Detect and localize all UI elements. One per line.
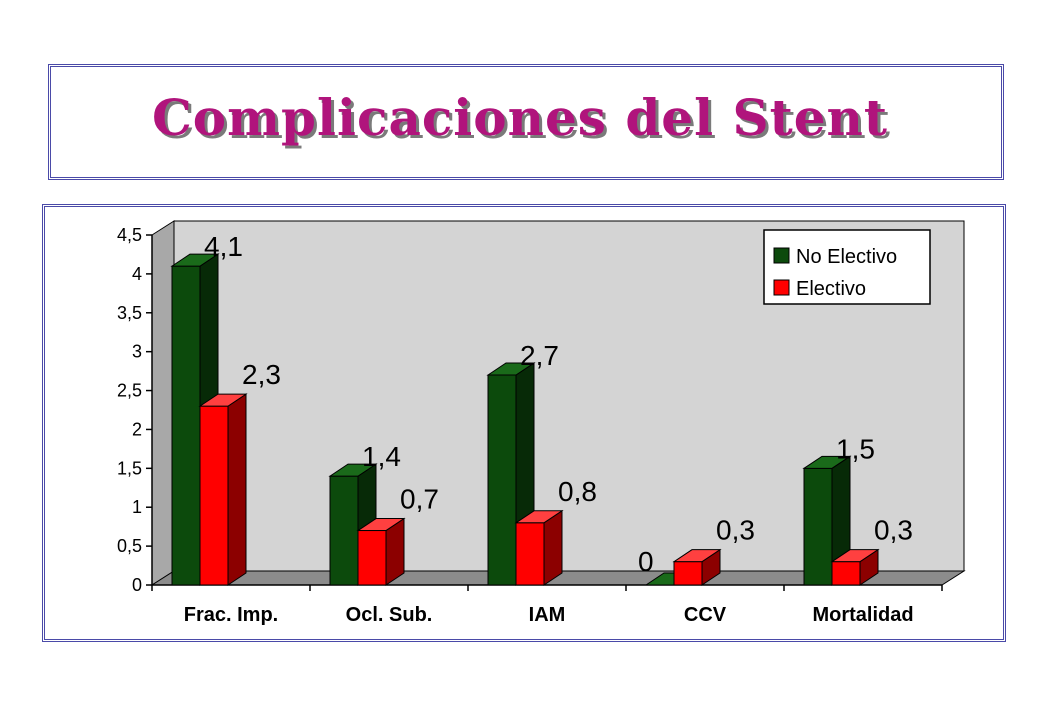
data-label: 0,3 (716, 515, 755, 546)
bar-top (198, 393, 248, 407)
bar-top (514, 510, 564, 524)
y-tick-label: 4,5 (117, 225, 142, 245)
x-tick-label: IAM (529, 604, 566, 626)
y-tick-label: 1 (132, 497, 142, 517)
bar-front (199, 405, 229, 586)
bar (672, 548, 722, 586)
bar-front (487, 374, 517, 586)
data-label: 0,8 (558, 476, 597, 507)
y-tick-label: 2,5 (117, 381, 142, 401)
bar-top (486, 362, 536, 376)
legend: No Electivo Electivo (763, 229, 931, 305)
bar-top (356, 518, 406, 532)
bar-side (543, 509, 563, 586)
y-tick-label: 0 (132, 575, 142, 595)
data-label: 1,4 (362, 441, 401, 472)
data-label: 1,5 (836, 433, 875, 464)
y-tick-label: 3 (132, 342, 142, 362)
x-tick-label: Ocl. Sub. (346, 604, 433, 626)
data-label: 2,3 (242, 359, 281, 390)
bar-front (171, 265, 201, 586)
data-label: 4,1 (204, 231, 243, 262)
bar-front (515, 522, 545, 586)
y-tick-label: 4 (132, 264, 142, 284)
bar-front (673, 561, 703, 586)
data-label: 2,7 (520, 340, 559, 371)
y-tick-label: 1,5 (117, 458, 142, 478)
bar-side (227, 393, 247, 586)
legend-swatch (773, 279, 790, 296)
legend-label: No Electivo (796, 246, 897, 268)
bar (830, 548, 880, 586)
data-label: 0,7 (400, 484, 439, 515)
bar-top (802, 455, 852, 469)
y-tick-label: 0,5 (117, 536, 142, 556)
bar (198, 393, 248, 586)
y-tick-label: 2 (132, 419, 142, 439)
bar (514, 509, 564, 586)
data-label: 0 (638, 546, 654, 577)
bar (356, 517, 406, 586)
bar-top (830, 549, 880, 563)
data-label: 0,3 (874, 515, 913, 546)
side-wall (151, 220, 175, 586)
page-title: Complicaciones del Stent (152, 88, 888, 147)
y-axis: 0 0,5 1 1,5 2 2,5 3 3,5 4 4,5 (117, 225, 153, 595)
legend-label: Electivo (796, 278, 866, 300)
x-tick-label: CCV (684, 604, 727, 626)
x-tick-label: Mortalidad (812, 604, 913, 626)
bar-top (672, 549, 722, 563)
x-tick-label: Frac. Imp. (184, 604, 278, 626)
title-box (48, 64, 1004, 180)
x-axis: Frac. Imp. Ocl. Sub. IAM CCV Mortalidad (151, 584, 943, 626)
legend-box (763, 229, 931, 305)
bar-front (357, 530, 387, 586)
y-tick-label: 3,5 (117, 303, 142, 323)
bar-front (329, 475, 359, 586)
bar-front (831, 561, 861, 586)
data-labels: 4,1 2,3 1,4 0,7 2,7 0,8 0 0,3 1,5 0,3 (204, 231, 913, 577)
bar-top (170, 253, 220, 267)
bars (170, 253, 880, 586)
bar-front (803, 467, 833, 586)
bar-top (328, 463, 378, 477)
legend-swatch (773, 247, 790, 264)
